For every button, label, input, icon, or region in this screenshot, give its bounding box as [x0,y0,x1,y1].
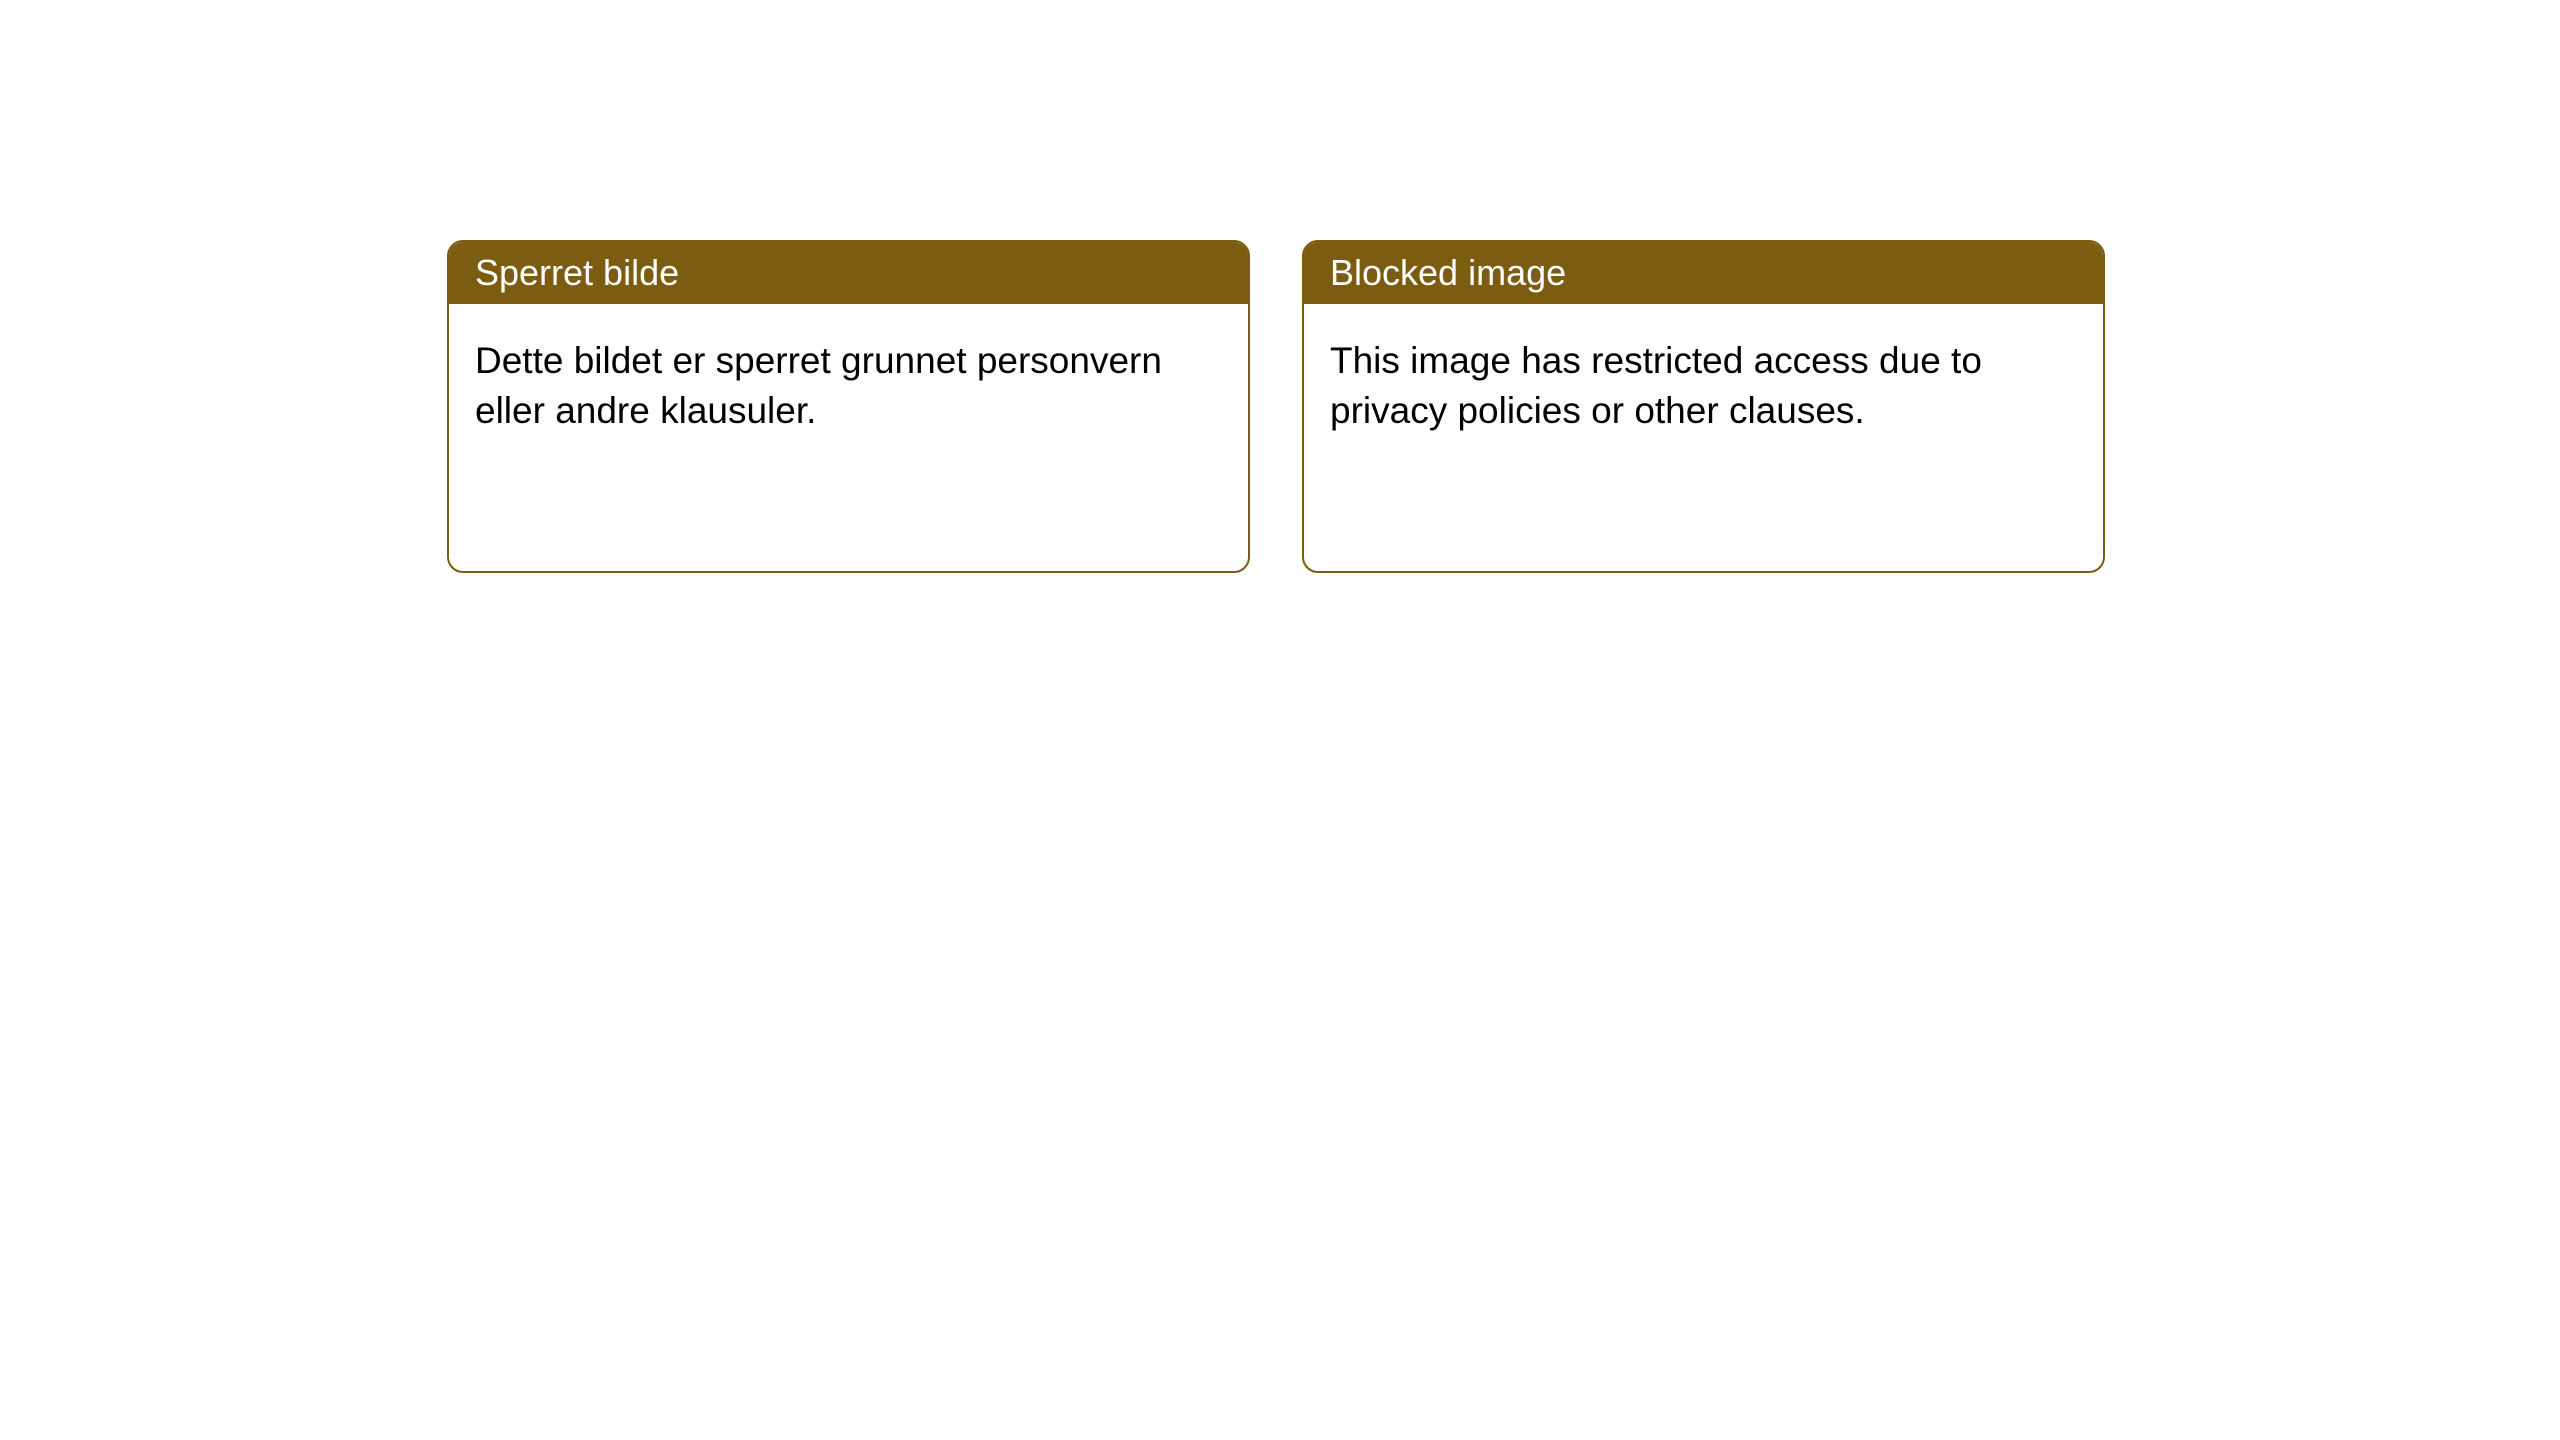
card-header: Sperret bilde [449,242,1248,304]
card-header: Blocked image [1304,242,2103,304]
blocked-image-card-en: Blocked image This image has restricted … [1302,240,2105,573]
blocked-image-notices: Sperret bilde Dette bildet er sperret gr… [447,240,2105,573]
card-header-title: Blocked image [1330,252,1566,293]
blocked-image-card-no: Sperret bilde Dette bildet er sperret gr… [447,240,1250,573]
card-body: Dette bildet er sperret grunnet personve… [449,304,1248,571]
card-body: This image has restricted access due to … [1304,304,2103,571]
card-body-text: This image has restricted access due to … [1330,340,1982,431]
card-body-text: Dette bildet er sperret grunnet personve… [475,340,1162,431]
card-header-title: Sperret bilde [475,252,679,293]
